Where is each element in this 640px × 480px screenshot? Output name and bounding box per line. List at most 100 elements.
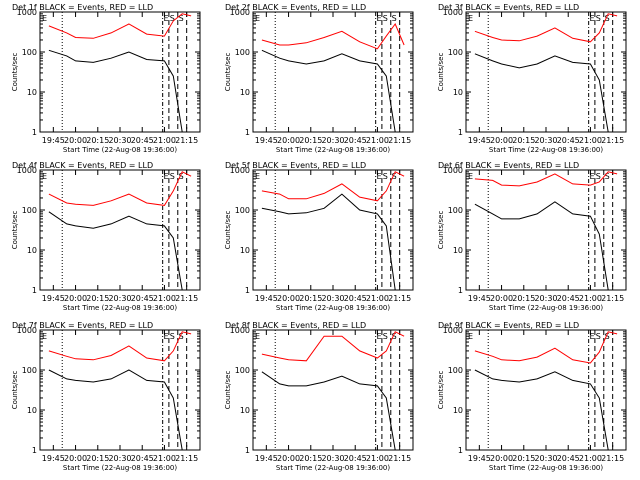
x-tick-label: 21:15 — [175, 136, 198, 145]
x-tick-label: 21:00 — [153, 454, 176, 463]
y-tick-label: 1 — [245, 128, 250, 137]
y-tick-label: 1000 — [230, 326, 250, 335]
x-tick-label: 20:00 — [277, 136, 300, 145]
x-tick-label: 20:45 — [344, 136, 367, 145]
marker-s-2: S — [392, 172, 397, 181]
marker-s-2: S — [179, 14, 184, 23]
series-events-line — [474, 201, 618, 291]
marker-e-left: E — [255, 14, 260, 23]
x-tick-label: 20:15 — [512, 454, 535, 463]
x-axis-label: Start Time (22-Aug-08 19:36:00) — [63, 304, 177, 312]
marker-s-2: S — [179, 332, 184, 341]
marker-e-left: E — [42, 14, 47, 23]
y-tick-label: 100 — [448, 366, 463, 375]
x-tick-label: 21:15 — [175, 294, 198, 303]
y-axis-label: Counts/sec — [11, 371, 19, 410]
marker-s-1: S — [596, 172, 601, 181]
y-tick-label: 100 — [235, 206, 250, 215]
y-tick-label: 10 — [27, 246, 37, 255]
x-tick-label: 21:00 — [579, 136, 602, 145]
marker-e: E — [590, 172, 595, 181]
panel-title: Det 9f BLACK = Events, RED = LLD — [438, 321, 579, 330]
x-tick-label: 21:00 — [366, 454, 389, 463]
x-tick-label: 20:30 — [108, 454, 131, 463]
series-lld-line — [48, 13, 192, 39]
panel-det-8: Det 8f BLACK = Events, RED = LLD 1 10 100 10… — [224, 321, 414, 472]
x-tick-label: 20:15 — [512, 294, 535, 303]
y-tick-label: 10 — [453, 88, 463, 97]
y-tick-label: 10 — [453, 406, 463, 415]
panel-det-5: Det 5f BLACK = Events, RED = LLD 1 10 100 10… — [224, 161, 414, 312]
marker-e-left: E — [468, 332, 473, 341]
marker-e: E — [377, 332, 382, 341]
y-tick-label: 10 — [27, 88, 37, 97]
marker-s-1: S — [383, 332, 388, 341]
x-tick-label: 19:45 — [42, 136, 65, 145]
x-tick-label: 21:00 — [579, 294, 602, 303]
panel-det-4: Det 4f BLACK = Events, RED = LLD 1 10 100 10… — [11, 161, 201, 312]
x-tick-label: 21:00 — [366, 294, 389, 303]
panel-det-2: Det 2f BLACK = Events, RED = LLD 1 10 100 10… — [224, 3, 414, 154]
x-tick-label: 20:15 — [86, 294, 109, 303]
panel-title: Det 4f BLACK = Events, RED = LLD — [12, 161, 153, 170]
marker-s-1: S — [170, 172, 175, 181]
y-axis-label: Counts/sec — [224, 371, 232, 410]
marker-e: E — [164, 14, 169, 23]
panel-det-6: Det 6f BLACK = Events, RED = LLD 1 10 100 10… — [437, 161, 627, 312]
x-tick-label: 20:00 — [277, 294, 300, 303]
x-tick-label: 20:15 — [86, 136, 109, 145]
plot-frame — [39, 329, 201, 451]
marker-s-2: S — [392, 14, 397, 23]
series-lld-line — [48, 171, 192, 206]
x-axis-label: Start Time (22-Aug-08 19:36:00) — [63, 146, 177, 154]
plot-frame — [39, 169, 201, 291]
x-tick-label: 21:15 — [601, 454, 624, 463]
x-tick-label: 21:00 — [153, 294, 176, 303]
x-tick-label: 21:00 — [366, 136, 389, 145]
x-tick-label: 20:30 — [321, 454, 344, 463]
y-tick-label: 100 — [235, 48, 250, 57]
marker-e-left: E — [468, 14, 473, 23]
marker-e: E — [590, 14, 595, 23]
panel-det-1: Det 1f BLACK = Events, RED = LLD 1 10 100 10… — [11, 3, 201, 154]
x-tick-label: 19:45 — [255, 294, 278, 303]
panel-title: Det 7f BLACK = Events, RED = LLD — [12, 321, 153, 330]
x-tick-label: 20:00 — [64, 294, 87, 303]
marker-e: E — [164, 332, 169, 341]
y-axis-label: Counts/sec — [11, 211, 19, 250]
marker-s-1: S — [596, 332, 601, 341]
x-tick-label: 19:45 — [42, 294, 65, 303]
x-tick-label: 21:00 — [153, 136, 176, 145]
x-tick-label: 21:15 — [388, 454, 411, 463]
panel-title: Det 1f BLACK = Events, RED = LLD — [12, 3, 153, 12]
panel-det-9: Det 9f BLACK = Events, RED = LLD 1 10 100 10… — [437, 321, 627, 472]
series-lld-line — [261, 331, 405, 362]
x-axis-label: Start Time (22-Aug-08 19:36:00) — [489, 304, 603, 312]
x-tick-label: 21:00 — [579, 454, 602, 463]
x-tick-label: 20:30 — [534, 294, 557, 303]
series-lld-line — [261, 171, 405, 202]
x-tick-label: 21:15 — [175, 454, 198, 463]
series-events-line — [261, 193, 405, 291]
x-tick-label: 21:15 — [388, 136, 411, 145]
y-axis-label: Counts/sec — [224, 211, 232, 250]
plot-frame — [465, 169, 627, 291]
x-tick-label: 20:30 — [321, 136, 344, 145]
y-axis-label: Counts/sec — [224, 53, 232, 92]
x-tick-label: 20:45 — [557, 136, 580, 145]
y-axis-label: Counts/sec — [11, 53, 19, 92]
y-tick-label: 1 — [32, 128, 37, 137]
x-tick-label: 20:45 — [131, 136, 154, 145]
y-tick-label: 10 — [240, 406, 250, 415]
panel-title: Det 2f BLACK = Events, RED = LLD — [225, 3, 366, 12]
series-lld-line — [261, 22, 405, 50]
x-tick-label: 20:15 — [299, 454, 322, 463]
marker-s-1: S — [170, 332, 175, 341]
x-tick-label: 19:45 — [468, 454, 491, 463]
plot-frame — [252, 329, 414, 451]
marker-s-1: S — [383, 172, 388, 181]
marker-s-2: S — [605, 332, 610, 341]
x-axis-label: Start Time (22-Aug-08 19:36:00) — [276, 304, 390, 312]
series-events-line — [474, 53, 618, 133]
